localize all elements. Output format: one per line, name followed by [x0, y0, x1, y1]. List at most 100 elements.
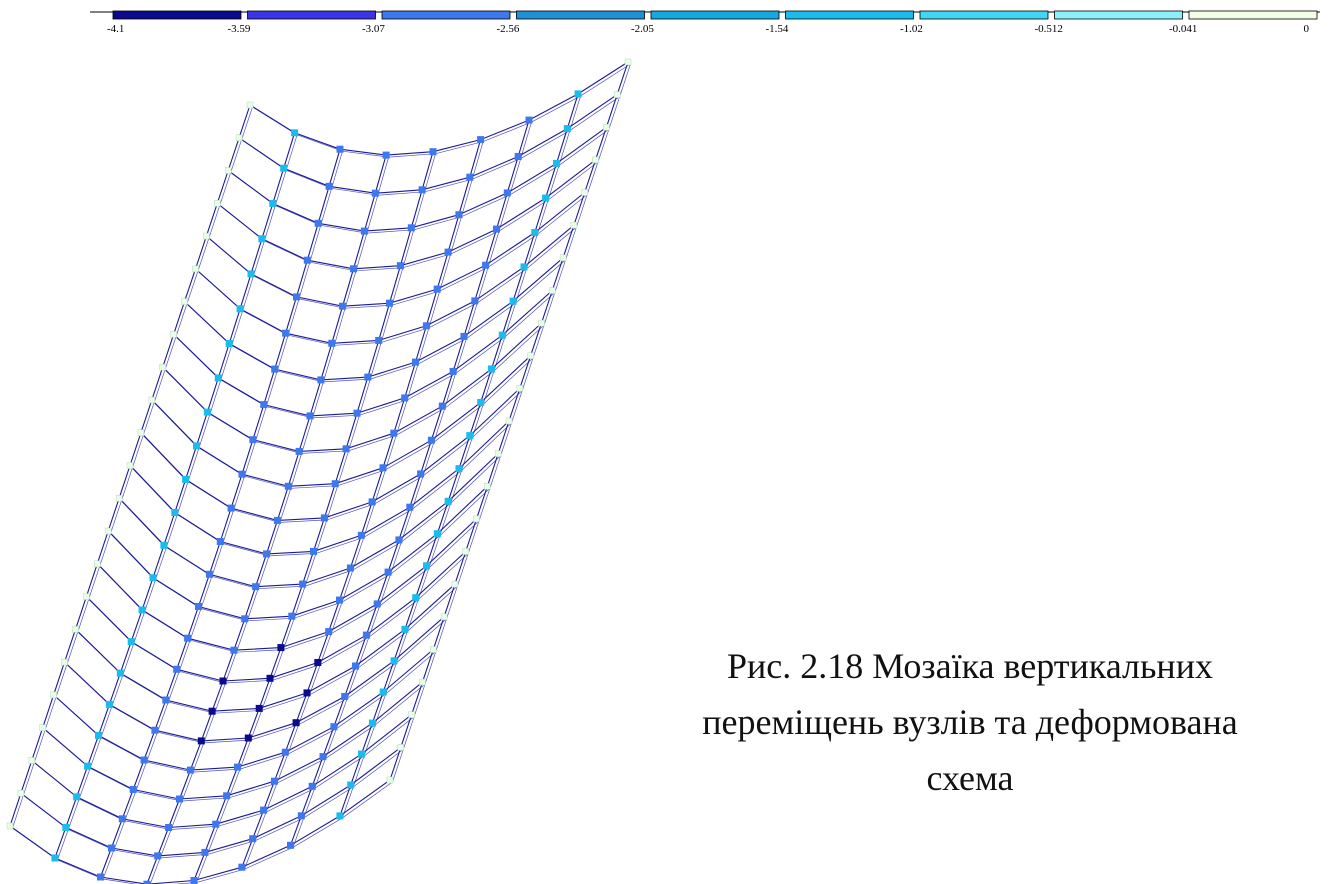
mesh-line: [154, 357, 534, 489]
legend-tick-labels: -4.1 -3.59 -3.07 -2.56 -2.05 -1.54 -1.02 -0.512…: [107, 23, 1310, 35]
mesh-node: [127, 638, 135, 646]
legend-swatch: [785, 10, 914, 20]
mesh-node: [429, 148, 437, 156]
mesh-node: [525, 116, 533, 124]
mesh-node: [514, 153, 522, 160]
mesh-node: [129, 786, 137, 793]
mesh-node: [95, 731, 102, 739]
mesh-node: [282, 329, 290, 337]
mesh-node: [193, 442, 200, 450]
mesh-node: [613, 91, 621, 98]
mesh-node: [382, 151, 390, 159]
mesh-node: [227, 504, 235, 512]
mesh-node: [444, 497, 452, 505]
mesh-node: [417, 470, 425, 478]
mesh-node: [357, 531, 365, 539]
mesh-node: [219, 677, 227, 685]
legend-tick-label: -0.512: [1035, 23, 1063, 35]
mesh-node: [238, 470, 246, 478]
mesh-node: [451, 580, 459, 588]
legend-swatch: [1188, 10, 1318, 20]
mesh-node: [379, 464, 387, 472]
mesh-node: [197, 737, 205, 745]
mesh-node: [553, 159, 560, 167]
mesh-node: [51, 854, 59, 862]
mesh-node: [527, 352, 534, 359]
mesh-node: [314, 659, 322, 666]
mesh-node: [358, 750, 365, 758]
mesh-node: [418, 186, 426, 194]
legend-swatch: [247, 10, 376, 20]
legend-swatch: [381, 10, 511, 20]
mesh-node: [118, 815, 126, 823]
mesh-node: [482, 261, 490, 269]
mesh-node: [477, 136, 485, 144]
mesh-node: [559, 254, 567, 262]
mesh-node: [466, 173, 474, 181]
mesh-node: [520, 263, 528, 271]
mesh-node: [460, 332, 468, 340]
mesh-node: [284, 482, 292, 490]
mesh-node: [266, 674, 274, 682]
mesh-node: [303, 689, 311, 697]
mesh-node: [105, 700, 113, 708]
legend-tick-label: -1.54: [766, 23, 789, 35]
mesh-node: [353, 409, 361, 417]
mesh-node: [407, 224, 415, 232]
mesh-node: [350, 265, 357, 273]
mesh-line: [151, 355, 531, 487]
mesh-node: [509, 297, 517, 305]
mesh-node: [115, 495, 123, 502]
mesh-node: [360, 227, 368, 235]
mesh-node: [190, 877, 198, 884]
mesh-line: [173, 290, 553, 417]
mesh-nodes: [6, 58, 632, 884]
mesh-node: [308, 782, 316, 790]
mesh-node: [17, 789, 25, 797]
mesh-node: [419, 678, 426, 686]
mesh-node: [390, 429, 398, 437]
mesh-node: [331, 480, 339, 488]
mesh-node: [473, 515, 480, 523]
mesh-node: [352, 662, 359, 670]
mesh-node: [195, 603, 202, 610]
mesh-node: [319, 753, 327, 761]
mesh-node: [263, 550, 270, 558]
mesh-node: [449, 367, 457, 375]
mesh-node: [238, 863, 246, 871]
mesh-node: [277, 644, 285, 652]
mesh-node: [241, 615, 249, 623]
mesh-node: [371, 189, 379, 197]
mesh-line: [197, 226, 577, 346]
mesh-node: [39, 724, 46, 731]
mesh-line: [216, 159, 596, 270]
mesh-node: [84, 762, 92, 770]
mesh-node: [396, 262, 404, 270]
mesh-node: [549, 287, 556, 294]
mesh-node: [444, 248, 452, 256]
mesh-node: [531, 229, 539, 236]
caption-line-1: Рис. 2.18 Мозаїка вертикальних: [727, 646, 1213, 686]
mesh-node: [430, 646, 437, 653]
mesh-node: [107, 844, 115, 852]
mesh-node: [423, 562, 430, 570]
mesh-line: [143, 390, 523, 523]
mesh-line: [249, 61, 629, 156]
mesh-node: [162, 696, 170, 704]
mesh-node: [288, 612, 296, 620]
figure-caption: Рис. 2.18 Мозаїка вертикальних переміщен…: [650, 638, 1290, 806]
mesh-node: [287, 841, 294, 849]
mesh-node: [151, 726, 159, 734]
mesh-node: [433, 285, 441, 293]
mesh-node: [244, 734, 252, 742]
mesh-node: [373, 600, 381, 608]
mesh-line: [219, 161, 599, 272]
mesh-lines: [9, 61, 631, 884]
mesh-node: [494, 450, 502, 457]
mesh-node: [171, 509, 179, 516]
legend-swatch: [1054, 10, 1183, 20]
mesh-node: [320, 514, 328, 522]
mesh-node: [384, 568, 392, 576]
legend-tick-label: -2.56: [497, 23, 520, 35]
mesh-node: [50, 691, 57, 699]
